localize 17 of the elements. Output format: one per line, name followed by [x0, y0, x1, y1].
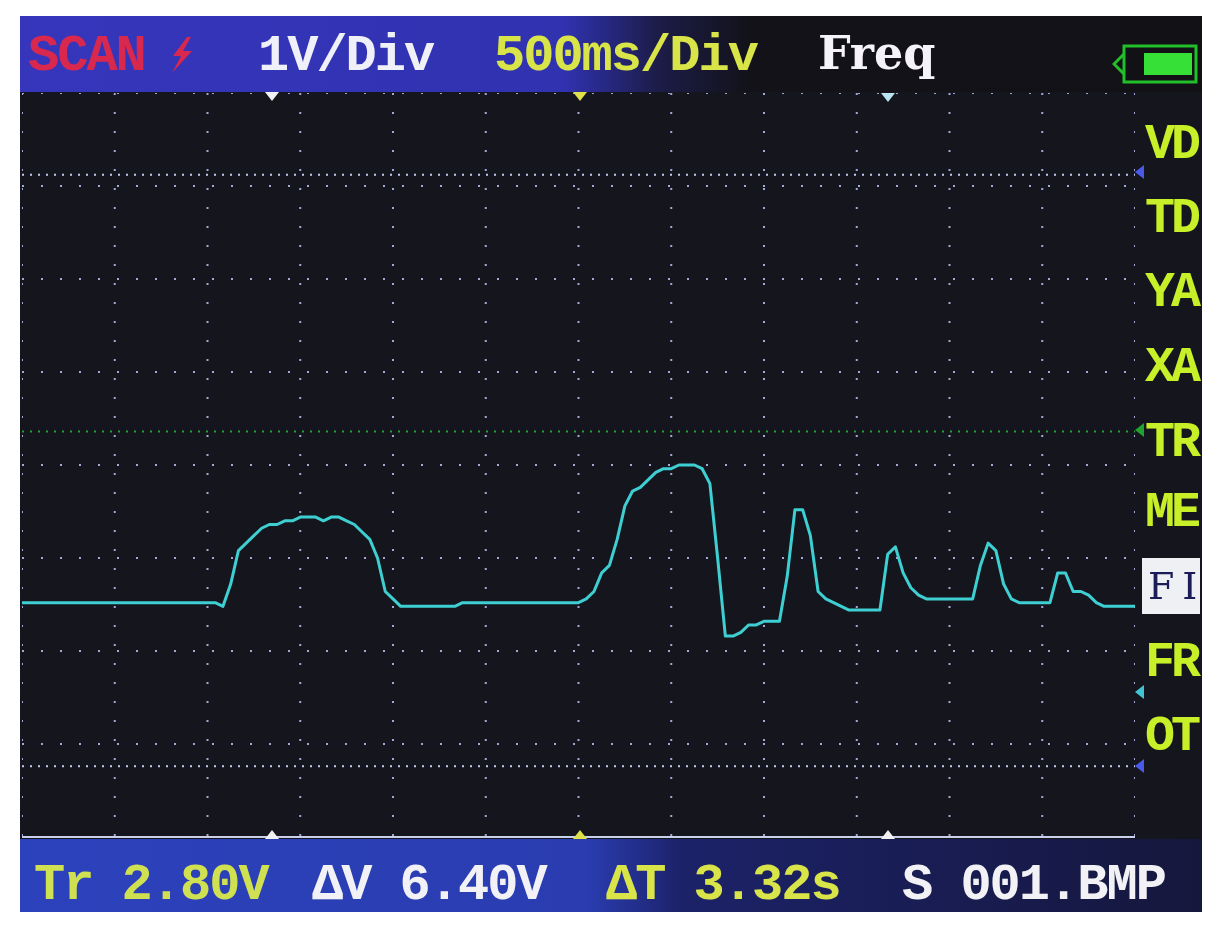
text: VD: [1145, 116, 1198, 173]
text: TD: [1145, 190, 1198, 247]
text: Freq: [818, 26, 936, 80]
text: ΔV 6.40V: [312, 856, 546, 915]
text: XA: [1145, 339, 1198, 396]
text: SCAN: [28, 27, 145, 86]
text: ME: [1145, 484, 1198, 541]
text: YA: [1145, 264, 1198, 321]
text: OT: [1145, 708, 1198, 765]
text: FR: [1145, 634, 1198, 691]
text: TR: [1145, 414, 1198, 471]
text: 1V/Div: [258, 27, 434, 86]
text: S 001.BMP: [902, 856, 1165, 915]
text: 500ms/Div: [494, 27, 757, 86]
text: ΔT 3.32s: [606, 856, 840, 915]
text: Tr 2.80V: [34, 856, 268, 915]
text: FI: [1147, 563, 1206, 610]
